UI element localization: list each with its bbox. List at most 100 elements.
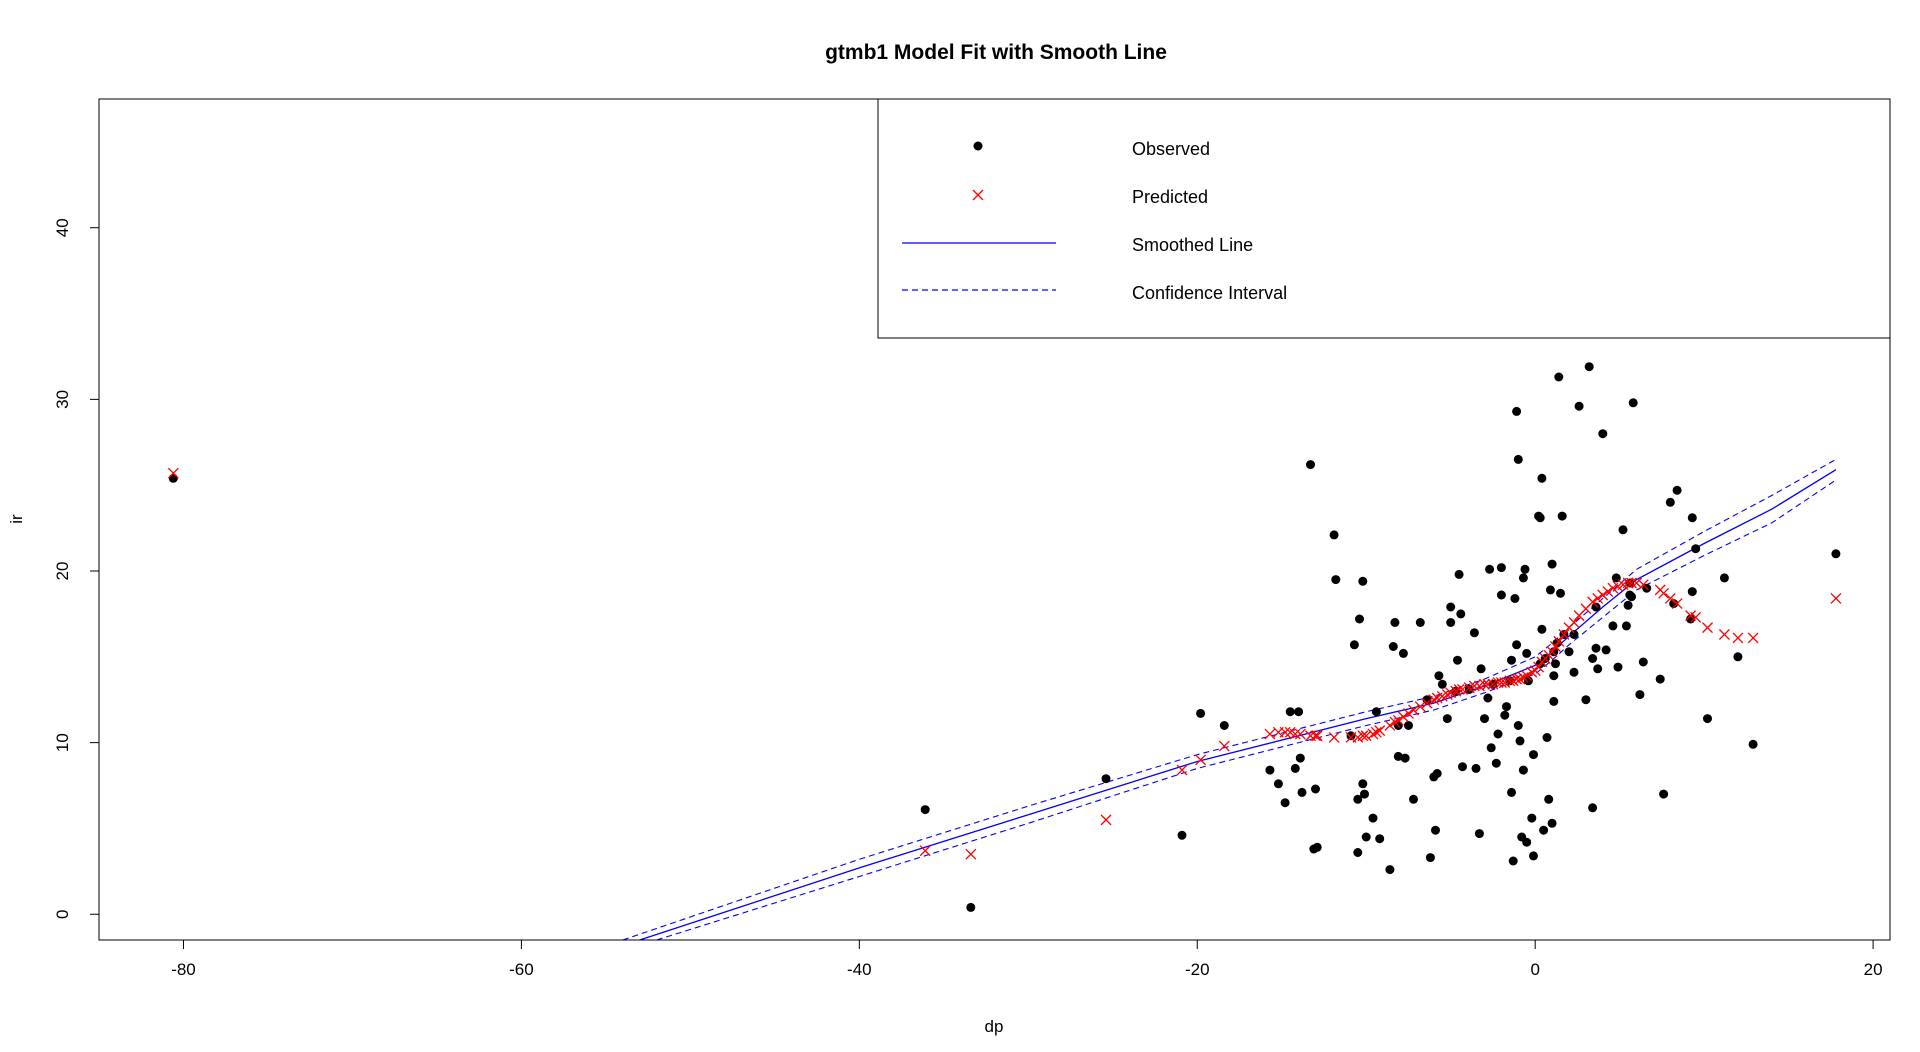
predicted-point <box>1374 725 1386 737</box>
observed-point <box>1569 667 1579 677</box>
predicted-point <box>1100 814 1112 826</box>
predicted-point <box>1568 617 1580 628</box>
observed-point <box>1493 729 1503 739</box>
legend-predicted-marker <box>972 189 984 201</box>
predicted-point <box>1408 704 1419 716</box>
observed-point <box>1518 573 1528 583</box>
predicted-point <box>1414 701 1426 713</box>
predicted-point <box>1690 611 1702 623</box>
chart-title: gtmb1 Model Fit with Smooth Line <box>825 41 1167 64</box>
predicted-point <box>1264 728 1276 740</box>
confidence-lower-line <box>656 479 1837 940</box>
predicted-point <box>1592 592 1604 604</box>
observed-point <box>1496 590 1506 600</box>
observed-point <box>1518 765 1528 775</box>
observed-point <box>1831 549 1841 559</box>
observed-point <box>1502 702 1511 712</box>
observed-point <box>1390 618 1400 627</box>
observed-point <box>1539 825 1549 835</box>
predicted-point <box>1218 740 1230 752</box>
legend: Observed Predicted Smoothed Line Confide… <box>877 98 1891 339</box>
observed-point <box>1513 454 1523 464</box>
smoothed-line <box>639 469 1837 940</box>
predicted-point <box>1553 635 1565 647</box>
observed-point <box>1623 600 1633 610</box>
predicted-point <box>1602 586 1614 598</box>
observed-point <box>1564 647 1574 657</box>
observed-point <box>1371 707 1381 717</box>
observed-point <box>1523 676 1533 686</box>
observed-point <box>1453 655 1462 665</box>
predicted-point <box>1479 678 1490 690</box>
predicted-point <box>1587 596 1599 608</box>
y-tick-label: 0 <box>53 910 72 919</box>
legend-smoothed-label: Smoothed Line <box>1132 235 1253 255</box>
observed-point <box>1512 640 1522 650</box>
observed-point <box>1507 655 1516 665</box>
observed-point <box>1474 829 1484 839</box>
observed-point <box>1588 803 1598 813</box>
observed-point <box>1515 736 1525 746</box>
predicted-point <box>1457 683 1468 695</box>
predicted-point <box>1360 730 1372 742</box>
observed-point <box>1346 731 1356 741</box>
observed-point <box>1273 779 1283 789</box>
x-tick-label: 20 <box>1864 960 1883 979</box>
observed-point <box>1549 696 1559 706</box>
observed-point <box>1687 513 1697 523</box>
predicted-point <box>965 848 977 860</box>
observed-point <box>1591 643 1601 653</box>
predicted-point <box>1370 726 1382 738</box>
predicted-point <box>1637 579 1649 591</box>
predicted-point <box>1558 629 1570 640</box>
observed-point <box>1358 779 1368 789</box>
observed-point <box>1434 671 1444 681</box>
observed-point <box>1522 648 1532 658</box>
predicted-point <box>1311 730 1323 742</box>
predicted-point <box>1403 707 1414 719</box>
predicted-point <box>1367 728 1379 740</box>
predicted-point <box>1511 673 1523 685</box>
predicted-point <box>1631 577 1643 589</box>
observed-point <box>1432 769 1442 778</box>
observed-point <box>1537 624 1547 634</box>
legend-ci-label: Confidence Interval <box>1132 283 1287 303</box>
y-tick-label: 10 <box>53 733 72 752</box>
observed-point <box>1398 648 1408 658</box>
predicted-point <box>1289 728 1301 740</box>
observed-point <box>1312 842 1322 852</box>
observed-point <box>1593 664 1603 674</box>
predicted-point <box>1732 632 1744 644</box>
predicted-point <box>1310 730 1321 742</box>
predicted-point <box>1622 577 1634 589</box>
observed-point <box>1355 614 1364 624</box>
predicted-point <box>1671 598 1683 610</box>
predicted-point <box>1533 661 1545 673</box>
observed-point <box>1101 774 1111 784</box>
observed-point <box>1393 751 1403 761</box>
observed-point <box>168 473 178 483</box>
observed-point <box>1491 758 1501 768</box>
x-tick-label: -60 <box>509 960 534 979</box>
predicted-point <box>1517 671 1529 683</box>
observed-point <box>966 902 976 912</box>
predicted-point <box>1328 732 1340 743</box>
predicted-point <box>1507 675 1519 687</box>
plot-area <box>167 362 1842 940</box>
observed-point <box>1297 787 1307 797</box>
observed-point <box>1454 569 1464 579</box>
observed-point <box>1361 832 1371 842</box>
observed-point <box>1446 602 1456 612</box>
observed-point <box>1353 794 1363 804</box>
observed-point <box>1522 837 1532 847</box>
observed-point <box>1535 513 1545 523</box>
observed-point <box>1368 813 1378 823</box>
observed-point <box>1265 765 1275 775</box>
legend-observed-label: Observed <box>1132 139 1210 159</box>
y-axis-label: ir <box>7 514 26 524</box>
predicted-point <box>1702 622 1713 634</box>
predicted-point <box>1658 587 1670 599</box>
observed-point <box>1588 654 1598 663</box>
observed-point <box>1353 848 1363 857</box>
predicted-point <box>1389 716 1401 728</box>
